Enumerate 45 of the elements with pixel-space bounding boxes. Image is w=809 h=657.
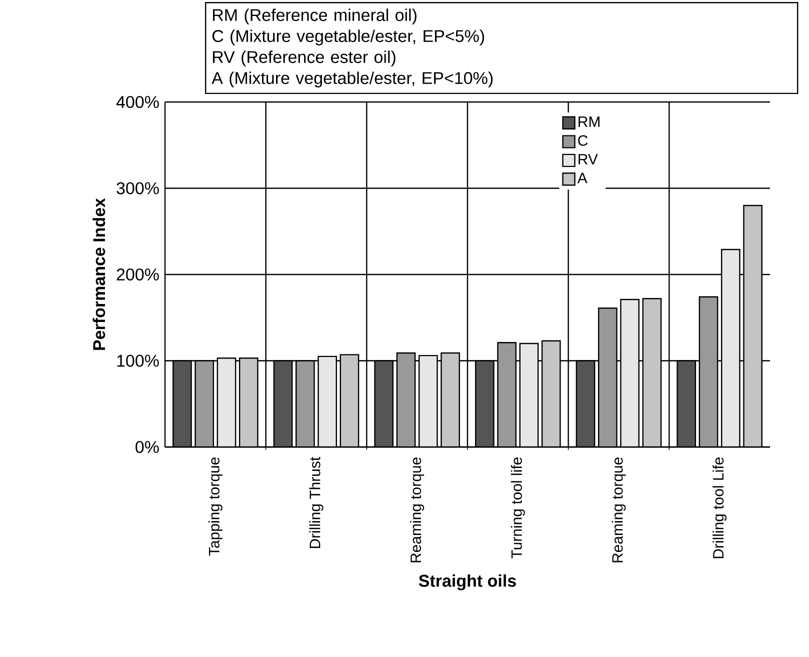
- legend-label: RM: [578, 116, 600, 127]
- y-tick-label: 100%: [117, 354, 159, 367]
- bar: [642, 298, 662, 447]
- bar: [340, 354, 360, 447]
- legend-label: RV: [578, 154, 598, 164]
- x-axis-title: Straight oils: [418, 574, 516, 590]
- y-tick-label: 300%: [116, 182, 159, 194]
- bar: [418, 354, 438, 447]
- bar: [698, 296, 718, 447]
- x-tick-label: Tapping torque: [208, 457, 222, 556]
- bar: [576, 360, 596, 447]
- bar: [541, 340, 561, 447]
- bar: [440, 352, 460, 447]
- x-tick-label: Reaming torque: [612, 457, 626, 562]
- legend-label: A: [577, 172, 588, 184]
- bar: [216, 358, 236, 447]
- legend-label: C: [578, 135, 588, 146]
- x-tick-label: Drilling tool Life: [712, 457, 727, 558]
- bar: [475, 360, 494, 447]
- x-tick-label: Turning tool life: [510, 457, 525, 558]
- y-tick-label: 0%: [136, 440, 159, 454]
- bar: [620, 298, 640, 447]
- bar: [519, 342, 539, 447]
- bar: [296, 360, 315, 447]
- text: RV (Reference ester oil): [212, 50, 396, 66]
- text: C (Mixture vegetable/ester, EP<5%): [212, 30, 484, 46]
- bar: [318, 356, 338, 447]
- bar: [598, 308, 618, 447]
- x-tick-label: Drilling Thrust: [309, 456, 324, 548]
- bar: [497, 342, 517, 447]
- bar: [273, 360, 293, 447]
- bar: [238, 358, 258, 447]
- text: RM (Reference mineral oil): [212, 8, 416, 24]
- bar: [743, 204, 762, 447]
- y-axis-title: Performance Index: [92, 198, 106, 350]
- bar: [172, 360, 192, 447]
- bar: [720, 248, 740, 447]
- text: A (Mixture vegetable/ester, EP<10%): [212, 72, 493, 88]
- y-tick-label: 200%: [116, 268, 159, 281]
- bar: [374, 360, 394, 447]
- bar: [194, 360, 214, 447]
- x-tick-label: Reaming torque: [410, 457, 424, 562]
- y-tick-label: 400%: [116, 96, 159, 108]
- bar: [676, 360, 696, 447]
- bar: [396, 352, 416, 447]
